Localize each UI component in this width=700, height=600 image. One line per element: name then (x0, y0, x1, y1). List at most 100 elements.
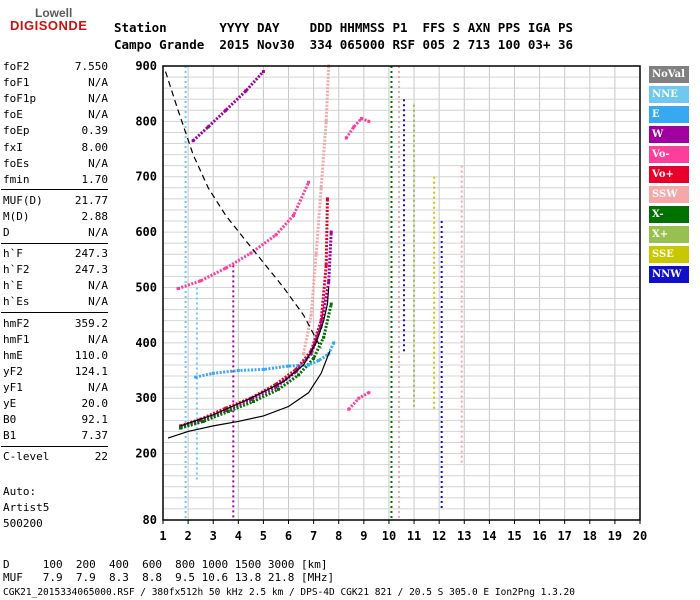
header-line-1: Station YYYY DAY DDD HHMMSS P1 FFS S AXN… (114, 20, 574, 35)
param-separator (1, 445, 108, 447)
param-value: 1.70 (81, 172, 109, 186)
param-name: fmin (3, 172, 30, 186)
y-tick-label: 80 (143, 513, 157, 527)
logo-lowell: Lowell (35, 6, 73, 20)
param-row: foE N/A (3, 108, 108, 124)
echo-point (319, 186, 323, 190)
param-value: N/A (88, 108, 108, 122)
x-tick-label: 11 (407, 529, 421, 543)
y-tick-label: 200 (135, 447, 157, 461)
param-value: N/A (88, 76, 108, 90)
legend-item-x-: X+ (649, 226, 689, 243)
echo-trace (177, 181, 310, 290)
echo-point (249, 251, 253, 255)
param-row: B1 7.37 (3, 429, 108, 445)
param-name: B1 (3, 429, 17, 443)
param-row: foF1p N/A (3, 92, 108, 108)
param-value: 7.550 (74, 60, 108, 73)
x-tick-label: 13 (457, 529, 471, 543)
param-name: MUF(D) (3, 193, 43, 207)
footer-muf-row: MUF 7.9 7.9 8.3 8.8 9.5 10.6 13.8 21.8 [… (3, 571, 335, 584)
param-value: N/A (88, 332, 108, 346)
echo-point (261, 70, 265, 74)
y-tick-label: 300 (135, 391, 157, 405)
x-tick-label: 14 (482, 529, 496, 543)
x-tick-label: 4 (235, 529, 242, 543)
param-value: N/A (88, 156, 108, 170)
auto-software: Artist5 (3, 501, 50, 514)
param-row: h`F2 247.3 (3, 263, 108, 279)
footer-distance-row: D 100 200 400 600 800 1000 1500 3000 [km… (3, 558, 328, 571)
param-name: foE (3, 108, 23, 122)
echo-point (201, 419, 205, 423)
logo-digisonde: DIGISONDE (10, 18, 88, 33)
param-row: foF2 7.550 (3, 60, 108, 76)
param-row: yF2 124.1 (3, 365, 108, 381)
echo-point (249, 397, 253, 401)
param-value: 359.2 (74, 316, 108, 330)
echo-point (322, 335, 326, 339)
profile-line (164, 71, 322, 349)
y-tick-label: 600 (135, 225, 157, 239)
echo-point (309, 352, 313, 356)
param-value: 0.39 (81, 124, 109, 138)
param-name: hmF1 (3, 332, 30, 346)
auto-label: Auto: (3, 485, 37, 498)
echo-point (274, 233, 278, 237)
param-name: yE (3, 397, 17, 410)
echo-point (224, 406, 228, 410)
param-row: h`F 247.3 (3, 247, 108, 263)
param-separator (1, 312, 108, 313)
param-row: D N/A (3, 226, 108, 242)
x-tick-label: 1 (159, 529, 166, 543)
param-row: B0 92.1 (3, 413, 108, 429)
echo-point (191, 139, 195, 143)
echo-trace (180, 198, 329, 428)
echo-point (352, 125, 356, 129)
param-value: 21.77 (74, 193, 108, 207)
echo-point (199, 279, 203, 283)
param-value: 22 (94, 450, 108, 464)
param-value: 110.0 (74, 348, 108, 362)
echo-point (357, 396, 361, 400)
param-row: h`Es N/A (3, 295, 108, 311)
echo-point (329, 302, 333, 306)
echo-point (297, 373, 301, 377)
param-name: B0 (3, 413, 17, 427)
x-tick-label: 7 (310, 529, 317, 543)
x-tick-label: 5 (260, 529, 267, 543)
echo-point (224, 408, 228, 412)
echo-point (329, 230, 333, 234)
param-name: M(D) (3, 209, 30, 223)
x-tick-labels: 1 2 3 4 5 6 7 8 9 10 11 12 13 14 15 16 17 18 19 20 (159, 520, 647, 543)
param-name: hmF2 (3, 316, 30, 330)
chart-grid (162, 66, 641, 520)
param-value: 20.0 (81, 397, 109, 410)
echo-point (224, 108, 228, 112)
param-row: h`E N/A (3, 279, 108, 295)
echo-point (276, 387, 280, 391)
echo-point (179, 426, 183, 430)
x-tick-label: 6 (285, 529, 292, 543)
echo-trace (195, 342, 336, 379)
echo-point (317, 359, 321, 363)
x-tick-label: 17 (557, 529, 571, 543)
legend-item-e: E (649, 106, 689, 123)
echo-point (206, 125, 210, 129)
x-tick-label: 18 (583, 529, 597, 543)
echo-point (244, 89, 248, 93)
echo-point (307, 363, 311, 367)
param-name: foEs (3, 156, 30, 170)
param-row: yE 20.0 (3, 397, 108, 413)
x-tick-label: 3 (210, 529, 217, 543)
param-row: hmF2 359.2 (3, 317, 108, 333)
header-line-2: Campo Grande 2015 Nov30 334 065000 RSF 0… (114, 37, 574, 52)
profile-lines (164, 71, 331, 439)
param-row: hmF1 N/A (3, 333, 108, 349)
echo-point (359, 117, 363, 121)
param-name: D (3, 226, 10, 239)
echo-point (236, 369, 240, 373)
param-row: foEp 0.39 (3, 124, 108, 140)
legend-item-noval: NoVal (649, 66, 689, 83)
param-name: foEp (3, 124, 30, 138)
